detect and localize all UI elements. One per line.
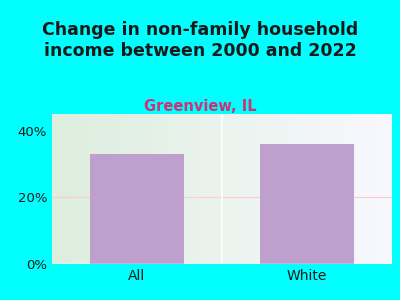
- Bar: [260, 144, 354, 264]
- Text: Greenview, IL: Greenview, IL: [144, 99, 256, 114]
- Bar: [90, 154, 184, 264]
- Text: Change in non-family household
income between 2000 and 2022: Change in non-family household income be…: [42, 21, 358, 60]
